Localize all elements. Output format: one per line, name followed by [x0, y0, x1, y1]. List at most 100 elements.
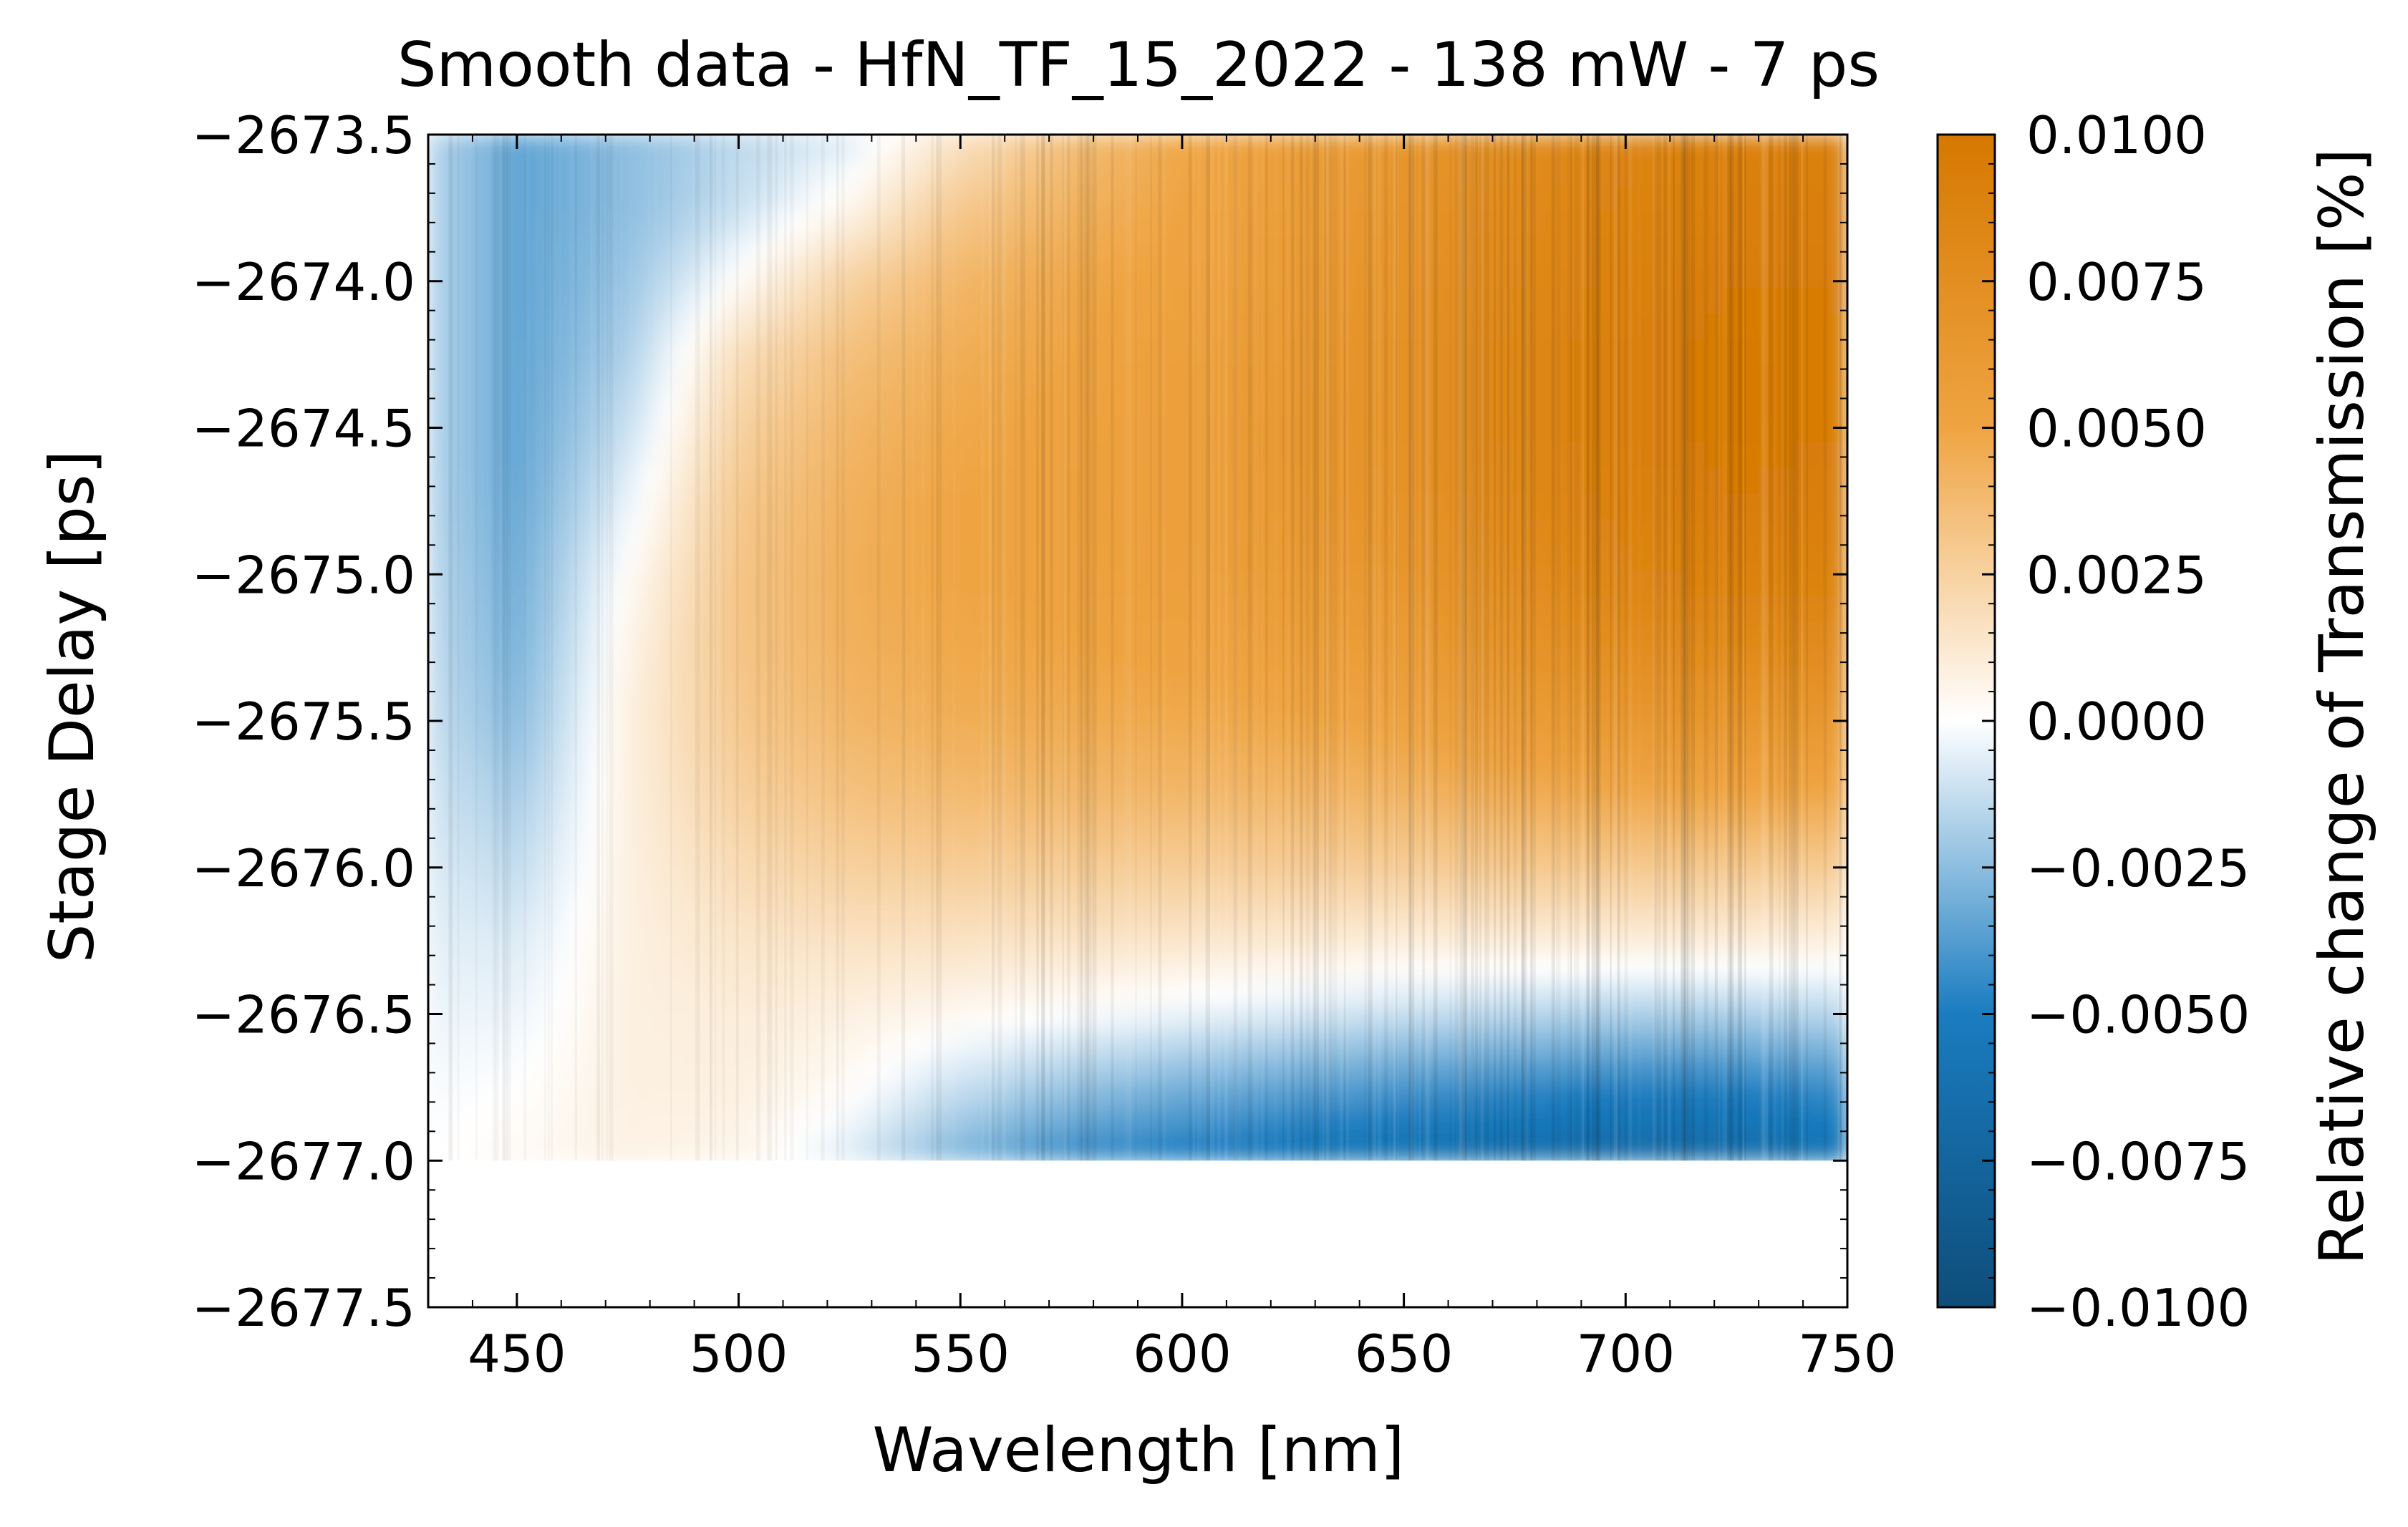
heatmap-cell: [906, 544, 926, 571]
heatmap-cell: [729, 364, 748, 392]
heatmap-cell: [1509, 390, 1529, 417]
heatmap-streak: [1290, 135, 1295, 1161]
heatmap-cell: [1598, 390, 1618, 417]
heatmap-cell: [1119, 236, 1138, 263]
heatmap-cell: [1705, 493, 1724, 520]
heatmap-cell: [445, 1109, 465, 1135]
heatmap-cell: [1723, 416, 1741, 443]
heatmap-cell: [1173, 878, 1191, 905]
heatmap-cell: [605, 339, 624, 366]
heatmap-cell: [605, 390, 624, 417]
heatmap-cell: [1208, 570, 1227, 597]
heatmap-cell: [800, 314, 819, 341]
heatmap-cell: [1137, 1032, 1156, 1059]
heatmap-cell: [854, 288, 872, 315]
heatmap-cell: [516, 442, 536, 469]
heatmap-cell: [1030, 390, 1050, 417]
heatmap-streak: [1663, 135, 1667, 1161]
heatmap-cell: [1438, 775, 1458, 803]
heatmap-cell: [1048, 262, 1068, 289]
heatmap-cell: [818, 364, 837, 392]
heatmap-cell: [1048, 236, 1068, 263]
heatmap-cell: [783, 185, 801, 212]
heatmap-cell: [1723, 467, 1741, 495]
heatmap-cell: [1030, 621, 1050, 649]
heatmap-cell: [711, 1057, 730, 1085]
heatmap-cell: [1030, 210, 1050, 238]
heatmap-cell: [1368, 493, 1387, 520]
heatmap-cell: [800, 596, 819, 623]
heatmap-cell: [1030, 570, 1050, 597]
heatmap-cell: [1811, 1057, 1830, 1085]
heatmap-cell: [729, 544, 748, 571]
heatmap-cell: [1758, 390, 1777, 417]
heatmap-streak: [821, 135, 824, 1160]
heatmap-cell: [1315, 570, 1334, 597]
heatmap-cell: [959, 1057, 979, 1085]
heatmap-cell: [1261, 544, 1280, 571]
heatmap-cell: [498, 314, 518, 341]
heatmap-cell: [1173, 698, 1191, 725]
heatmap-cell: [1155, 185, 1174, 212]
heatmap-cell: [1438, 1057, 1458, 1085]
heatmap-streak: [1126, 135, 1132, 1161]
heatmap-cell: [516, 160, 536, 187]
heatmap-cell: [729, 339, 748, 366]
heatmap-cell: [1438, 442, 1458, 469]
heatmap-cell: [1598, 262, 1618, 289]
heatmap-cell: [534, 518, 553, 546]
heatmap-cell: [480, 314, 500, 341]
heatmap-cell: [783, 210, 801, 238]
heatmap-cell: [1350, 570, 1369, 597]
heatmap-cell: [711, 288, 730, 315]
heatmap-cell: [1616, 518, 1635, 546]
heatmap-cell: [1048, 288, 1068, 315]
heatmap-cell: [995, 160, 1015, 187]
heatmap-cell: [498, 185, 518, 212]
heatmap-cell: [428, 442, 447, 469]
heatmap-cell: [1438, 1032, 1458, 1059]
heatmap-cell: [1101, 442, 1121, 469]
heatmap-cell: [1208, 544, 1227, 571]
heatmap-cell: [1492, 314, 1511, 341]
heatmap-cell: [800, 775, 819, 803]
heatmap-streak: [1722, 135, 1728, 1161]
heatmap-cell: [1403, 442, 1422, 469]
heatmap-cell: [569, 596, 589, 623]
heatmap-cell: [906, 185, 926, 212]
heatmap-cell: [587, 288, 606, 315]
heatmap-cell: [1297, 416, 1316, 443]
heatmap-cell: [1066, 364, 1085, 392]
heatmap-cell: [587, 596, 606, 623]
heatmap-cell: [498, 442, 518, 469]
heatmap-cell: [658, 596, 677, 623]
heatmap-cell: [765, 570, 783, 597]
heatmap-cell: [428, 339, 447, 366]
heatmap-cell: [783, 570, 801, 597]
heatmap-cell: [1244, 314, 1262, 341]
heatmap-streak: [441, 135, 443, 1160]
heatmap-cell: [854, 364, 872, 392]
heatmap-streak: [781, 135, 787, 1161]
heatmap-cell: [1563, 544, 1582, 571]
heatmap-cell: [1527, 160, 1547, 187]
heatmap-cell: [1030, 364, 1050, 392]
heatmap-cell: [1030, 1083, 1050, 1110]
heatmap-cell: [1563, 135, 1582, 161]
heatmap-cell: [623, 518, 642, 546]
heatmap-cell: [1811, 878, 1830, 905]
heatmap-cell: [463, 314, 482, 341]
x-tick-label: 600: [1133, 1324, 1231, 1384]
heatmap-cell: [694, 185, 712, 212]
heatmap-cell: [1811, 185, 1830, 212]
heatmap-cell: [854, 1109, 872, 1135]
heatmap-cell: [1723, 185, 1741, 212]
heatmap-cell: [783, 135, 801, 161]
heatmap-cell: [1687, 544, 1706, 571]
heatmap-cell: [1013, 135, 1032, 161]
heatmap-cell: [445, 544, 465, 571]
heatmap-cell: [1333, 262, 1351, 289]
heatmap-streak: [1783, 135, 1784, 1160]
heatmap-cell: [1492, 135, 1511, 161]
heatmap-cell: [658, 621, 677, 649]
